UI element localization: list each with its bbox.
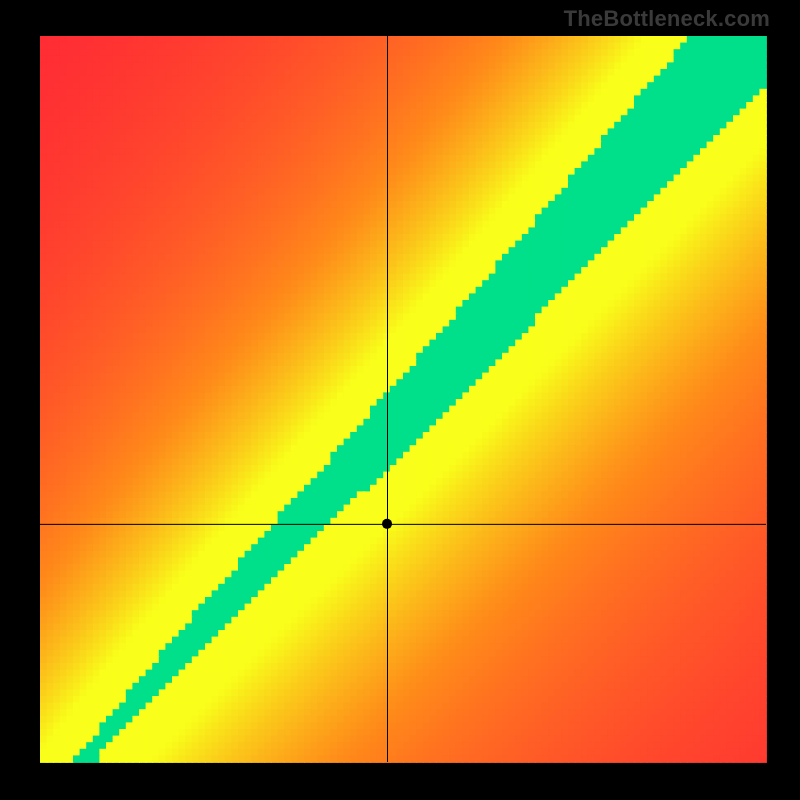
heatmap-canvas xyxy=(0,0,800,800)
chart-container: TheBottleneck.com xyxy=(0,0,800,800)
site-watermark: TheBottleneck.com xyxy=(564,6,770,32)
